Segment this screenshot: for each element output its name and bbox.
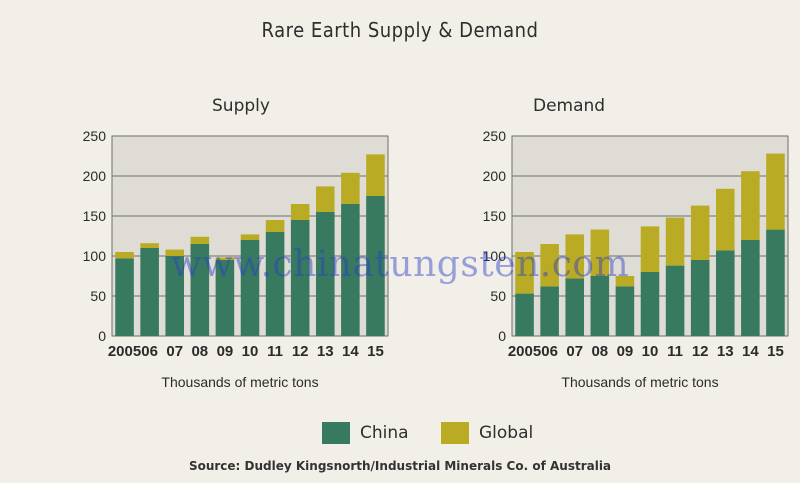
demand-x-tick-label: 09: [617, 343, 634, 360]
demand-bar-global: [515, 252, 534, 294]
demand-bar-china: [615, 286, 635, 336]
demand-x-tick-label: 10: [642, 343, 659, 360]
supply-bar-china: [341, 204, 360, 336]
demand-x-axis-label: Thousands of metric tons: [561, 374, 718, 390]
demand-chart-title: Demand: [533, 96, 606, 116]
supply-bar-global: [315, 186, 335, 212]
demand-x-tick-label: 2005: [508, 343, 541, 360]
supply-chart-title: Supply: [212, 96, 270, 116]
demand-bar-global: [766, 153, 785, 230]
demand-bar-global: [565, 234, 585, 279]
demand-bar-china: [515, 293, 534, 336]
legend-item-global: Global: [441, 421, 533, 445]
supply-bar-global: [215, 257, 235, 260]
demand-x-tick-label: 11: [667, 343, 683, 360]
supply-bar-global: [265, 220, 285, 232]
demand-bar-china: [590, 276, 610, 336]
demand-chart: 0 50 100 150 200 250 2005 06 07 08 09 10 11 12 13 14 15 T…: [483, 128, 789, 390]
supply-y-tick-label: 200: [83, 168, 107, 184]
supply-bar-china: [290, 220, 310, 336]
source-note: Source: Dudley Kingsnorth/Industrial Min…: [188, 459, 612, 473]
supply-bar-global: [240, 234, 260, 240]
demand-bar-global: [615, 276, 635, 287]
demand-y-tick-label: 0: [498, 328, 506, 344]
supply-y-tick-label: 50: [90, 288, 106, 304]
supply-bar-global: [115, 252, 134, 259]
supply-bar-china: [115, 258, 134, 336]
supply-bar-global: [341, 172, 360, 204]
demand-bar-global: [640, 226, 660, 272]
demand-x-tick-label: 06: [541, 343, 558, 360]
supply-x-tick-label: 07: [166, 343, 183, 360]
demand-bar-china: [741, 240, 760, 336]
supply-x-axis-label: Thousands of metric tons: [161, 374, 318, 390]
supply-chart: 0 50 100 150 200 250 2005 06 07 08 09 10 11 12 13 14 15 T…: [83, 128, 389, 390]
demand-bar-china: [690, 260, 710, 336]
supply-x-tick-label: 13: [317, 343, 334, 360]
demand-bar-global: [690, 205, 710, 260]
demand-y-tick-label: 250: [483, 128, 507, 144]
demand-bar-global: [590, 229, 610, 276]
supply-x-tick-label: 12: [292, 343, 309, 360]
supply-x-tick-label: 10: [242, 343, 259, 360]
demand-bar-china: [565, 278, 585, 336]
supply-y-tick-label: 150: [83, 208, 107, 224]
demand-bar-china: [766, 229, 785, 336]
supply-bar-global: [140, 243, 159, 248]
demand-bar-china: [715, 250, 735, 336]
demand-x-tick-label: 07: [566, 343, 583, 360]
supply-bar-china: [165, 256, 185, 336]
legend-item-china: China: [322, 421, 409, 445]
demand-bar-global: [540, 244, 559, 287]
demand-bar-global: [715, 188, 735, 251]
supply-bar-china: [140, 248, 159, 336]
supply-bar-china: [366, 196, 385, 336]
supply-x-tick-label: 15: [367, 343, 384, 360]
supply-y-tick-label: 250: [83, 128, 107, 144]
supply-y-tick-label: 0: [98, 328, 106, 344]
demand-bar-china: [640, 272, 660, 336]
demand-y-tick-label: 100: [483, 248, 507, 264]
demand-bar-china: [665, 265, 685, 336]
supply-bar-china: [190, 244, 210, 336]
legend-swatch-china: [322, 422, 350, 444]
supply-x-tick-label: 14: [342, 343, 359, 360]
supply-bar-china: [265, 232, 285, 336]
demand-bar-global: [665, 217, 685, 266]
legend-swatch-global: [441, 422, 469, 444]
supply-bar-global: [366, 154, 385, 196]
legend-label-china: China: [360, 423, 409, 443]
demand-x-tick-label: 12: [692, 343, 709, 360]
demand-y-tick-label: 50: [490, 288, 506, 304]
supply-x-tick-label: 08: [191, 343, 208, 360]
supply-bar-global: [190, 236, 210, 244]
demand-y-tick-label: 200: [483, 168, 507, 184]
supply-bar-global: [165, 249, 185, 256]
demand-bar-global: [741, 171, 760, 240]
supply-bar-china: [240, 240, 260, 336]
demand-x-tick-label: 15: [767, 343, 784, 360]
supply-bar-global: [290, 204, 310, 220]
supply-bar-china: [315, 212, 335, 336]
demand-bar-china: [540, 286, 559, 336]
legend-label-global: Global: [479, 423, 534, 443]
demand-x-tick-label: 08: [591, 343, 608, 360]
demand-x-tick-label: 14: [742, 343, 759, 360]
supply-x-tick-label: 11: [267, 343, 283, 360]
supply-y-tick-label: 100: [83, 248, 107, 264]
supply-x-tick-label: 2005: [108, 343, 141, 360]
supply-x-tick-label: 09: [217, 343, 234, 360]
legend: China Global: [0, 421, 800, 445]
supply-bar-china: [215, 260, 235, 336]
page-title: Rare Earth Supply & Demand: [261, 18, 539, 42]
demand-x-tick-label: 13: [717, 343, 734, 360]
demand-y-tick-label: 150: [483, 208, 507, 224]
supply-x-tick-label: 06: [141, 343, 158, 360]
